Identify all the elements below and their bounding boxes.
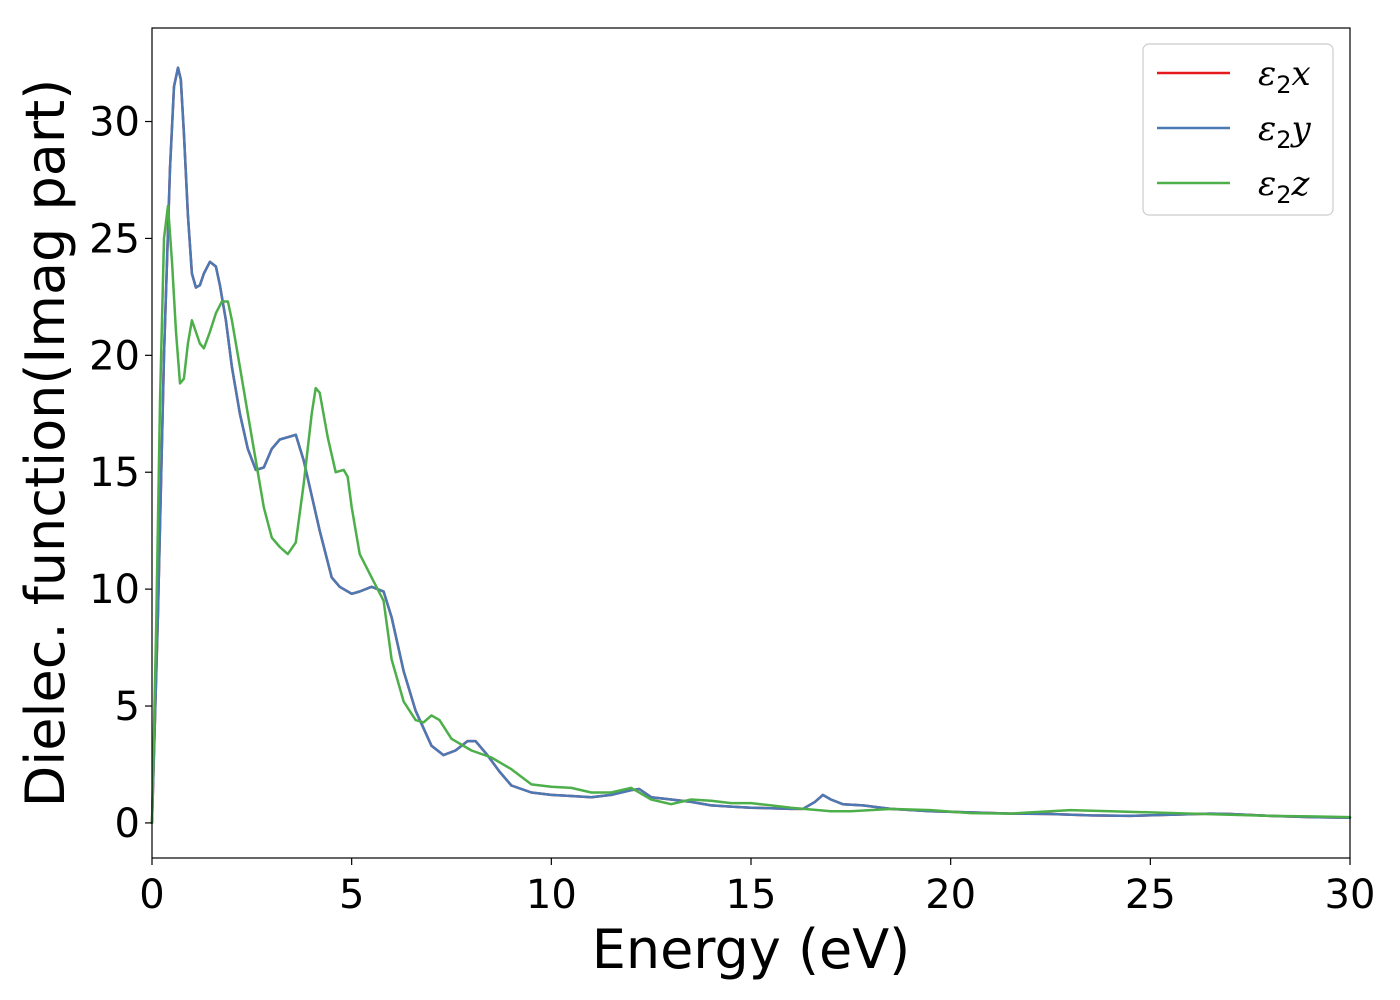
y-tick-label: 0 xyxy=(115,801,140,847)
legend-symbol: ε xyxy=(1258,109,1276,149)
legend-symbol: ε xyxy=(1258,164,1276,204)
legend-variable: z xyxy=(1291,164,1311,204)
legend-subscript: 2 xyxy=(1276,181,1291,209)
y-tick-label: 20 xyxy=(89,333,140,379)
x-tick-label: 5 xyxy=(339,872,364,918)
series-line-1 xyxy=(150,66,1352,825)
legend-symbol: ε xyxy=(1258,54,1276,94)
y-tick-label: 25 xyxy=(89,216,140,262)
x-axis: 0 5 10 15 20 25 30 xyxy=(139,858,1375,918)
y-axis: 0 5 10 15 20 25 30 xyxy=(89,100,152,847)
legend-box xyxy=(1142,43,1334,216)
legend-variable: x xyxy=(1292,54,1311,94)
y-tick-label: 30 xyxy=(89,100,140,146)
legend-subscript: 2 xyxy=(1276,126,1291,154)
y-axis-label: Dielec. function(Imag part) xyxy=(14,79,77,808)
x-tick-label: 25 xyxy=(1125,872,1176,918)
series-layer xyxy=(150,66,1352,825)
x-axis-label: Energy (eV) xyxy=(592,918,911,981)
y-tick-label: 15 xyxy=(89,450,140,496)
x-tick-label: 0 xyxy=(139,872,164,918)
legend-subscript: 2 xyxy=(1276,71,1291,99)
legend-label-0: ε2x xyxy=(1258,54,1311,99)
x-tick-label: 10 xyxy=(526,872,577,918)
legend-variable: y xyxy=(1290,109,1312,149)
x-tick-label: 30 xyxy=(1325,872,1376,918)
series-line-2 xyxy=(150,204,1352,825)
y-tick-label: 10 xyxy=(89,567,140,613)
legend-label-1: ε2y xyxy=(1258,109,1312,154)
x-tick-label: 15 xyxy=(726,872,777,918)
y-tick-label: 5 xyxy=(115,684,140,730)
legend-label-2: ε2z xyxy=(1258,164,1311,209)
x-tick-label: 20 xyxy=(925,872,976,918)
